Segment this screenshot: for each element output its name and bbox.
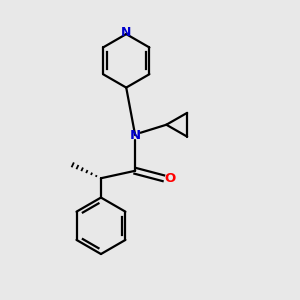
Text: O: O — [164, 172, 175, 185]
Text: N: N — [130, 129, 141, 142]
Text: N: N — [121, 26, 131, 39]
